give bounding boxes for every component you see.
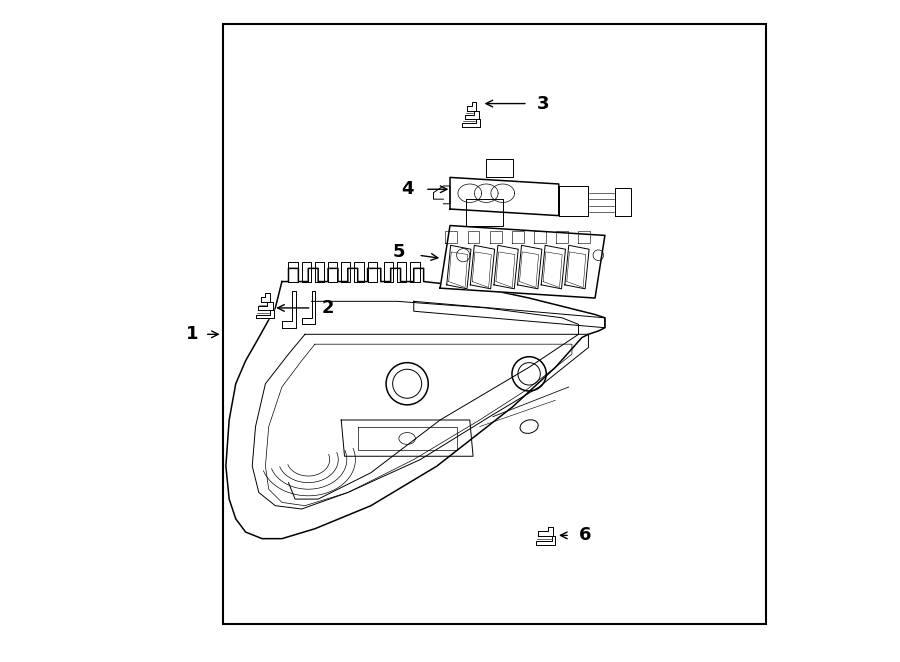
Polygon shape bbox=[261, 293, 270, 302]
Polygon shape bbox=[615, 188, 631, 216]
Polygon shape bbox=[466, 199, 503, 226]
Polygon shape bbox=[315, 261, 324, 281]
Polygon shape bbox=[464, 111, 479, 118]
Text: 6: 6 bbox=[579, 526, 591, 544]
Polygon shape bbox=[450, 177, 559, 216]
Polygon shape bbox=[538, 527, 553, 536]
Polygon shape bbox=[397, 261, 407, 281]
Polygon shape bbox=[414, 301, 605, 328]
Polygon shape bbox=[446, 246, 471, 289]
Text: 3: 3 bbox=[537, 95, 550, 113]
Bar bbox=[222, 24, 767, 624]
Polygon shape bbox=[565, 246, 590, 289]
Polygon shape bbox=[434, 186, 450, 204]
Polygon shape bbox=[341, 420, 473, 456]
Polygon shape bbox=[367, 261, 377, 281]
Text: 2: 2 bbox=[321, 299, 334, 317]
Polygon shape bbox=[559, 186, 589, 216]
Polygon shape bbox=[302, 261, 310, 281]
Polygon shape bbox=[518, 246, 542, 289]
Polygon shape bbox=[462, 118, 481, 126]
Polygon shape bbox=[486, 159, 513, 177]
Polygon shape bbox=[440, 226, 605, 298]
Text: 4: 4 bbox=[401, 180, 414, 198]
Polygon shape bbox=[536, 536, 555, 545]
Polygon shape bbox=[302, 291, 315, 324]
Polygon shape bbox=[467, 101, 476, 111]
Text: 1: 1 bbox=[185, 325, 198, 344]
Polygon shape bbox=[494, 246, 518, 289]
Polygon shape bbox=[341, 261, 350, 281]
Polygon shape bbox=[355, 261, 364, 281]
Polygon shape bbox=[282, 291, 296, 328]
Polygon shape bbox=[328, 261, 338, 281]
Polygon shape bbox=[252, 334, 589, 509]
Polygon shape bbox=[256, 310, 274, 318]
Polygon shape bbox=[410, 261, 419, 281]
Polygon shape bbox=[471, 246, 495, 289]
Polygon shape bbox=[226, 268, 605, 539]
Polygon shape bbox=[384, 261, 393, 281]
Polygon shape bbox=[289, 261, 298, 281]
Text: 5: 5 bbox=[392, 243, 405, 261]
Polygon shape bbox=[541, 246, 565, 289]
Polygon shape bbox=[258, 302, 273, 310]
